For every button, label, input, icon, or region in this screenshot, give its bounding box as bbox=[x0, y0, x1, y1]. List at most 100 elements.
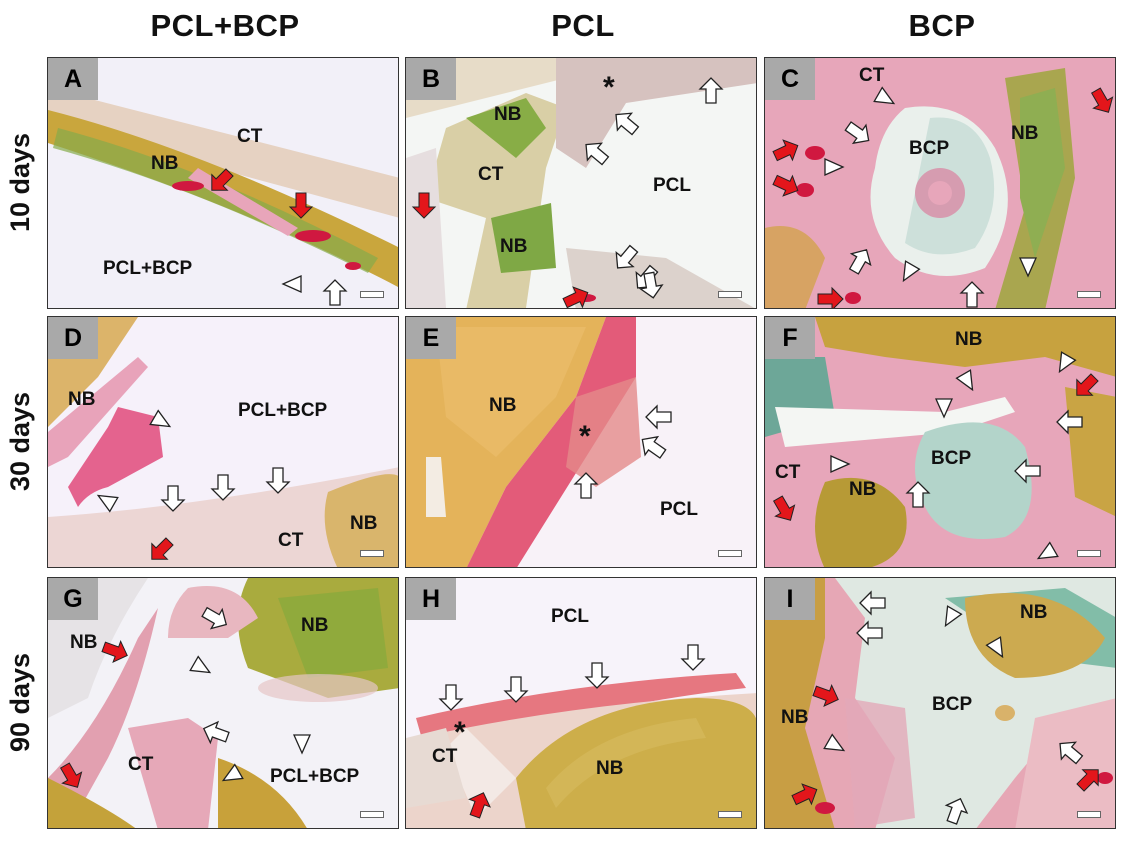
label-nb: NB bbox=[301, 615, 329, 636]
arrowhead-icon bbox=[1018, 257, 1038, 278]
label-nb: NB bbox=[849, 479, 877, 500]
white-arrow-icon bbox=[438, 684, 464, 711]
red-arrow-icon bbox=[468, 792, 491, 819]
white-arrow-icon bbox=[585, 142, 610, 166]
histology-image-e bbox=[406, 317, 756, 567]
white-arrow-icon bbox=[905, 481, 931, 508]
arrowhead-icon bbox=[824, 157, 845, 177]
label-bcp: BCP bbox=[931, 448, 972, 469]
panel-letter: C bbox=[765, 58, 815, 100]
scale-bar bbox=[360, 811, 384, 818]
red-arrow-icon bbox=[59, 762, 83, 788]
panel-g: G NB NB CT PCL+BCP bbox=[47, 577, 399, 829]
label-nb: NB bbox=[151, 153, 179, 174]
white-arrow-icon bbox=[680, 644, 706, 671]
red-arrow-icon bbox=[812, 684, 839, 707]
red-arrow-icon bbox=[791, 783, 818, 806]
red-arrow-icon bbox=[772, 174, 799, 197]
red-arrow-icon bbox=[1090, 87, 1114, 113]
label-asterisk: * bbox=[454, 716, 466, 749]
red-arrow-icon bbox=[772, 139, 799, 162]
label-nb: NB bbox=[68, 389, 96, 410]
label-nb: NB bbox=[350, 513, 378, 534]
scale-bar bbox=[360, 291, 384, 298]
label-pcl-bcp: PCL+BCP bbox=[270, 766, 360, 787]
white-arrow-icon bbox=[615, 112, 640, 136]
arrowhead-icon bbox=[189, 655, 212, 674]
scale-bar bbox=[1077, 550, 1101, 557]
label-ct: CT bbox=[478, 164, 504, 185]
label-pcl: PCL bbox=[660, 499, 698, 520]
scale-bar bbox=[360, 550, 384, 557]
panel-letter: E bbox=[406, 317, 456, 359]
panel-letter: H bbox=[406, 578, 456, 620]
label-nb: NB bbox=[955, 329, 983, 350]
white-arrow-icon bbox=[959, 281, 985, 308]
panel-letter: A bbox=[48, 58, 98, 100]
panel-a: A CT NB PCL+BCP bbox=[47, 57, 399, 309]
white-arrow-icon bbox=[638, 271, 664, 299]
label-nb: NB bbox=[596, 758, 624, 779]
label-ct: CT bbox=[237, 126, 263, 147]
arrowhead-icon bbox=[149, 409, 172, 428]
white-arrow-icon bbox=[1056, 409, 1083, 435]
label-bcp: BCP bbox=[932, 694, 973, 715]
row-title-30-days: 30 days bbox=[5, 391, 36, 491]
panel-letter: G bbox=[48, 578, 98, 620]
panel-c: C CT NB BCP bbox=[764, 57, 1116, 309]
arrowhead-icon bbox=[934, 398, 954, 419]
panel-i: I NB BCP NB bbox=[764, 577, 1116, 829]
panel-letter: F bbox=[765, 317, 815, 359]
arrowhead-icon bbox=[1036, 541, 1059, 560]
white-arrow-icon bbox=[856, 620, 883, 646]
white-arrow-icon bbox=[160, 485, 186, 512]
white-arrow-icon bbox=[859, 590, 886, 616]
label-ct: CT bbox=[432, 746, 458, 767]
scale-bar bbox=[718, 550, 742, 557]
white-arrow-icon bbox=[584, 662, 610, 689]
arrowhead-icon bbox=[281, 274, 302, 294]
label-bcp: BCP bbox=[909, 138, 950, 159]
panel-d: D NB PCL+BCP NB CT bbox=[47, 316, 399, 568]
histology-image-a bbox=[48, 58, 398, 308]
red-arrow-icon bbox=[101, 640, 128, 663]
white-arrow-icon bbox=[1014, 458, 1041, 484]
red-arrow-icon bbox=[1076, 373, 1099, 396]
white-arrow-icon bbox=[503, 676, 529, 703]
histology-image-h bbox=[406, 578, 756, 828]
arrowhead-icon bbox=[292, 734, 312, 755]
label-ct: CT bbox=[278, 530, 304, 551]
panel-h: H PCL * CT NB bbox=[405, 577, 757, 829]
red-arrow-icon bbox=[817, 286, 844, 308]
white-arrow-icon bbox=[844, 121, 870, 145]
scale-bar bbox=[1077, 291, 1101, 298]
arrowhead-icon bbox=[830, 454, 851, 474]
histology-image-i bbox=[765, 578, 1115, 828]
column-title-pcl: PCL bbox=[551, 8, 615, 43]
scale-bar bbox=[718, 291, 742, 298]
label-asterisk: * bbox=[603, 71, 615, 104]
white-arrow-icon bbox=[202, 720, 230, 745]
arrowhead-icon bbox=[823, 733, 846, 752]
label-nb: NB bbox=[489, 395, 517, 416]
arrowhead-icon bbox=[902, 260, 921, 283]
scale-bar bbox=[1077, 811, 1101, 818]
arrowhead-icon bbox=[96, 494, 119, 513]
label-asterisk: * bbox=[579, 420, 591, 453]
panel-letter: B bbox=[406, 58, 456, 100]
label-nb: NB bbox=[781, 707, 809, 728]
white-arrow-icon bbox=[210, 474, 236, 501]
arrowhead-icon bbox=[985, 636, 1004, 659]
white-arrow-icon bbox=[848, 248, 872, 275]
scale-bar bbox=[718, 811, 742, 818]
column-title-bcp: BCP bbox=[908, 8, 976, 43]
red-arrow-icon bbox=[772, 495, 796, 521]
panel-letter: I bbox=[765, 578, 815, 620]
red-arrow-icon bbox=[1076, 769, 1099, 792]
label-ct: CT bbox=[128, 754, 154, 775]
label-nb: NB bbox=[500, 236, 528, 257]
histology-image-b bbox=[406, 58, 756, 308]
histology-image-c bbox=[765, 58, 1115, 308]
panel-letter: D bbox=[48, 317, 98, 359]
white-arrow-icon bbox=[322, 279, 348, 306]
